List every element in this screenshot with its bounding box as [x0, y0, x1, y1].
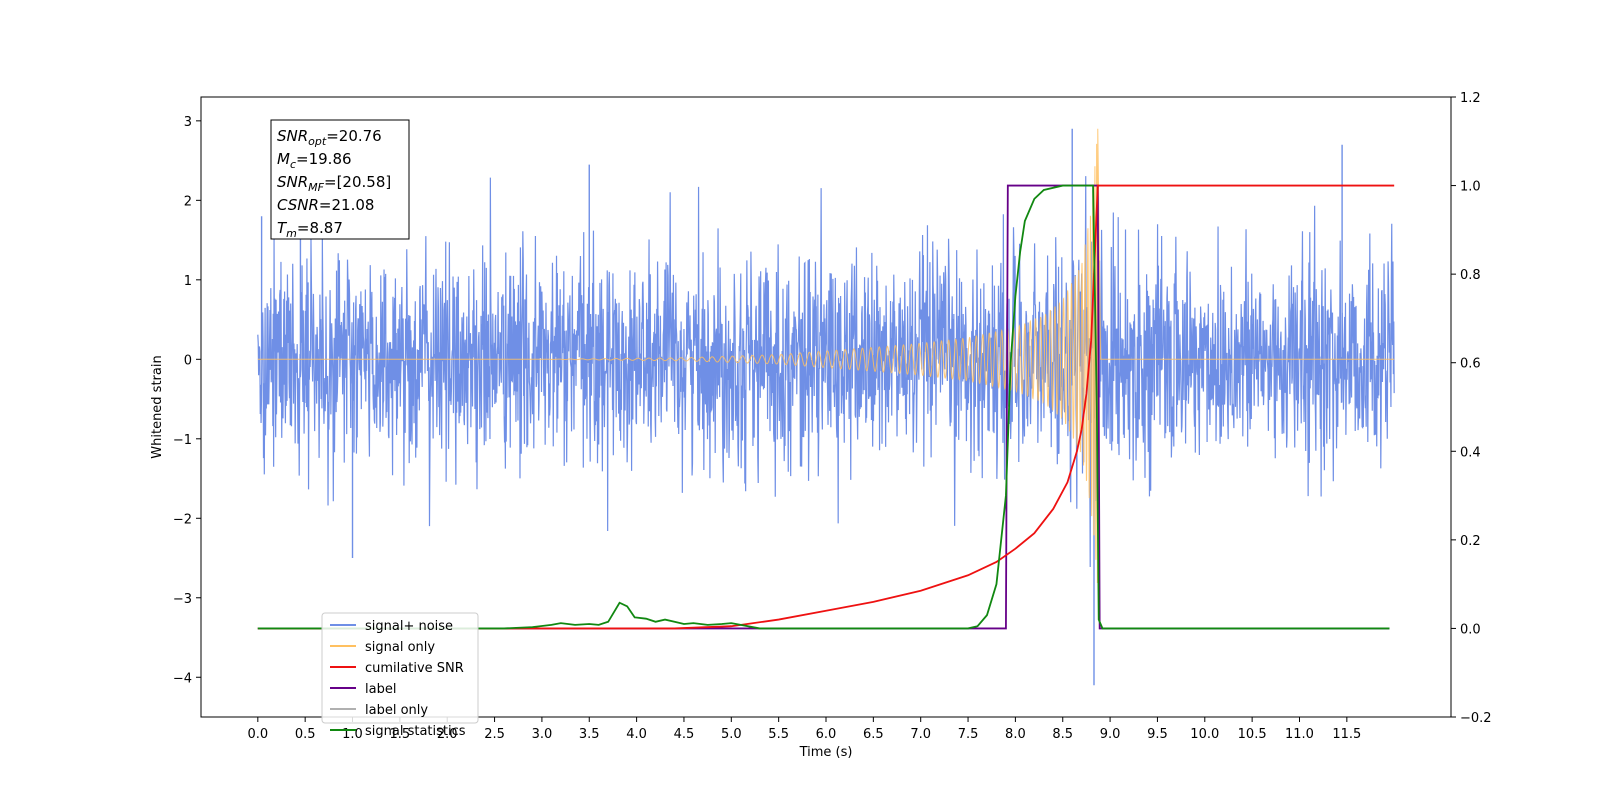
annotation-symbol: SNR — [277, 127, 308, 145]
legend-entry-label: label only — [365, 703, 428, 718]
legend-frame — [321, 612, 479, 724]
legend-entry-label: label — [365, 682, 396, 697]
y-left-tick-label: 0 — [184, 353, 192, 368]
x-tick-label: 11.5 — [1332, 727, 1361, 742]
annotation-subscript: m — [286, 227, 297, 240]
annotation-value: =19.86 — [296, 150, 352, 168]
annotation-symbol: SNR — [277, 173, 308, 191]
y-right-tick-label: 0.2 — [1460, 534, 1481, 549]
y-left-tick-label: −3 — [173, 592, 192, 607]
x-tick-label: 3.0 — [532, 727, 553, 742]
x-tick-label: 9.5 — [1147, 727, 1168, 742]
x-tick-label: 8.5 — [1052, 727, 1073, 742]
annotation-box: SNRopt=20.76Mc=19.86SNRMF=[20.58]CSNR=21… — [270, 119, 410, 240]
x-tick-label: 9.0 — [1100, 727, 1121, 742]
annotation-line: SNRMF=[20.58] — [277, 173, 391, 194]
y-right-tick-label: 1.0 — [1460, 180, 1481, 195]
x-tick-label: 5.0 — [721, 727, 742, 742]
x-tick-label: 0.0 — [247, 727, 268, 742]
x-tick-label: 11.0 — [1285, 727, 1314, 742]
x-tick-label: 10.0 — [1190, 727, 1219, 742]
annotation-line: CSNR=21.08 — [277, 196, 374, 214]
x-tick-label: 0.5 — [295, 727, 316, 742]
annotation-subscript: opt — [308, 135, 327, 148]
x-tick-label: 6.0 — [816, 727, 837, 742]
y-left-tick-label: −4 — [173, 671, 192, 686]
x-tick-label: 7.5 — [958, 727, 979, 742]
annotation-box-frame — [270, 119, 410, 240]
y-right-tick-label: 0.4 — [1460, 445, 1481, 460]
x-tick-label: 2.0 — [437, 727, 458, 742]
series-signal-noise-line — [257, 176, 1395, 568]
x-tick-label: 8.0 — [1005, 727, 1026, 742]
y-right-tick-label: 0.8 — [1460, 268, 1481, 283]
x-tick-label: 3.5 — [579, 727, 600, 742]
series-layer — [257, 128, 1395, 686]
y-right-tick-label: −0.2 — [1460, 711, 1492, 726]
y-right-tick-label: 0.0 — [1460, 622, 1481, 637]
y-left-tick-label: −2 — [173, 512, 192, 527]
annotation-value: =21.08 — [319, 196, 375, 214]
annotation-line: SNRopt=20.76 — [277, 127, 382, 148]
x-axis-label: Time (s) — [799, 745, 853, 760]
x-tick-label: 10.5 — [1238, 727, 1267, 742]
annotation-line: Tm=8.87 — [277, 219, 343, 240]
y-axis-right: 1.2 1.0 0.8 0.6 0.4 0.2 0.0 −0.2 — [1451, 91, 1492, 726]
annotation-subscript: MF — [308, 181, 324, 194]
legend-entry-label: signal statistics — [365, 724, 466, 739]
series-signal-statistics-line — [257, 184, 1390, 630]
x-tick-label: 1.5 — [390, 727, 411, 742]
y-axis-left: 3 2 1 0 −1 −2 −3 −4 — [173, 115, 201, 686]
y-left-tick-label: −1 — [173, 433, 192, 448]
legend-entry-label: cumilative SNR — [365, 661, 464, 676]
series-signal-only-line — [257, 128, 1395, 583]
annotation-symbol: T — [277, 219, 288, 237]
y-right-tick-label: 0.6 — [1460, 357, 1481, 372]
annotation-value: =[20.58] — [324, 173, 391, 191]
y-left-tick-label: 1 — [184, 274, 192, 289]
x-tick-label: 2.5 — [484, 727, 505, 742]
series-cumulative-snr-line — [257, 184, 1395, 630]
x-tick-label: 4.0 — [626, 727, 647, 742]
y-left-tick-label: 2 — [184, 194, 192, 209]
x-tick-label: 4.5 — [674, 727, 695, 742]
y-right-tick-label: 1.2 — [1460, 91, 1481, 106]
annotation-line: Mc=19.86 — [277, 150, 352, 171]
legend: signal+ noise signal only cumilative SNR la… — [321, 612, 479, 739]
x-axis: 0.0 0.5 1.0 1.5 2.0 2.5 3.0 3.5 4.0 4.5 5.0 5.5 6.0 6… — [247, 717, 1361, 742]
annotation-symbol: M — [277, 150, 290, 168]
x-tick-label: 7.0 — [910, 727, 931, 742]
annotation-value: =20.76 — [326, 127, 382, 145]
legend-entry-label: signal only — [365, 640, 435, 655]
annotation-subscript: c — [290, 158, 296, 171]
y-left-tick-label: 3 — [184, 115, 192, 130]
legend-entry-label: signal+ noise — [365, 619, 453, 634]
x-tick-label: 6.5 — [863, 727, 884, 742]
y-axis-label: Whitened strain — [150, 355, 165, 458]
annotation-symbol: CSNR — [277, 196, 319, 214]
x-tick-label: 5.5 — [768, 727, 789, 742]
annotation-value: =8.87 — [297, 219, 343, 237]
